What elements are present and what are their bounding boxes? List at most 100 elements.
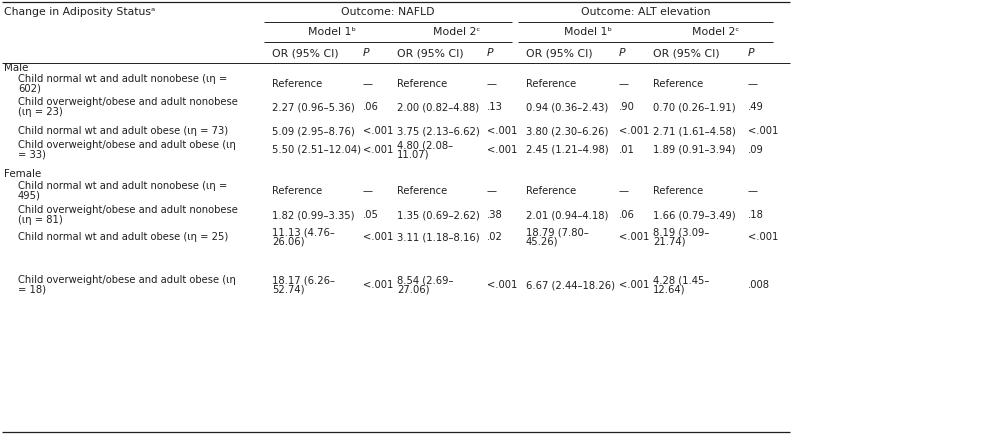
Text: P: P <box>748 48 754 58</box>
Text: 21.74): 21.74) <box>653 237 686 247</box>
Text: Change in Adiposity Statusᵃ: Change in Adiposity Statusᵃ <box>4 7 155 17</box>
Text: Reference: Reference <box>653 79 703 89</box>
Text: OR (95% CI): OR (95% CI) <box>272 48 339 58</box>
Text: Female: Female <box>4 169 41 179</box>
Text: —: — <box>748 79 758 89</box>
Text: .06: .06 <box>619 210 635 220</box>
Text: <.001: <.001 <box>363 232 394 242</box>
Text: —: — <box>363 79 373 89</box>
Text: Reference: Reference <box>653 186 703 196</box>
Text: Reference: Reference <box>272 79 322 89</box>
Text: .18: .18 <box>748 210 763 220</box>
Text: <.001: <.001 <box>619 280 649 290</box>
Text: —: — <box>619 186 629 196</box>
Text: Male: Male <box>4 63 29 73</box>
Text: 3.11 (1.18–8.16): 3.11 (1.18–8.16) <box>397 232 480 242</box>
Text: 45.26): 45.26) <box>526 237 559 247</box>
Text: Reference: Reference <box>397 186 447 196</box>
Text: <.001: <.001 <box>487 126 517 136</box>
Text: .90: .90 <box>619 102 635 112</box>
Text: = 18): = 18) <box>18 285 46 295</box>
Text: <.001: <.001 <box>363 126 394 136</box>
Text: = 33): = 33) <box>18 150 46 160</box>
Text: .008: .008 <box>748 280 770 290</box>
Text: 18.17 (6.26–: 18.17 (6.26– <box>272 275 335 285</box>
Text: —: — <box>487 79 497 89</box>
Text: Model 2ᶜ: Model 2ᶜ <box>692 27 740 37</box>
Text: Outcome: NAFLD: Outcome: NAFLD <box>341 7 434 17</box>
Text: 11.13 (4.76–: 11.13 (4.76– <box>272 227 335 237</box>
Text: —: — <box>487 186 497 196</box>
Text: Child overweight/obese and adult obese (ιη: Child overweight/obese and adult obese (… <box>18 275 236 285</box>
Text: 4.80 (2.08–: 4.80 (2.08– <box>397 140 453 150</box>
Text: 2.71 (1.61–4.58): 2.71 (1.61–4.58) <box>653 126 736 136</box>
Text: 0.94 (0.36–2.43): 0.94 (0.36–2.43) <box>526 102 608 112</box>
Text: 2.27 (0.96–5.36): 2.27 (0.96–5.36) <box>272 102 355 112</box>
Text: .38: .38 <box>487 210 503 220</box>
Text: 2.00 (0.82–4.88): 2.00 (0.82–4.88) <box>397 102 479 112</box>
Text: 3.75 (2.13–6.62): 3.75 (2.13–6.62) <box>397 126 480 136</box>
Text: 3.80 (2.30–6.26): 3.80 (2.30–6.26) <box>526 126 608 136</box>
Text: .05: .05 <box>363 210 379 220</box>
Text: 6.67 (2.44–18.26): 6.67 (2.44–18.26) <box>526 280 615 290</box>
Text: (ιη = 23): (ιη = 23) <box>18 107 63 117</box>
Text: OR (95% CI): OR (95% CI) <box>653 48 720 58</box>
Text: 1.89 (0.91–3.94): 1.89 (0.91–3.94) <box>653 145 736 155</box>
Text: Model 1ᵇ: Model 1ᵇ <box>564 27 611 37</box>
Text: Outcome: ALT elevation: Outcome: ALT elevation <box>580 7 711 17</box>
Text: Child overweight/obese and adult nonobese: Child overweight/obese and adult nonobes… <box>18 205 238 215</box>
Text: 12.64): 12.64) <box>653 285 686 295</box>
Text: Child normal wt and adult obese (ιη = 73): Child normal wt and adult obese (ιη = 73… <box>18 126 229 136</box>
Text: 2.01 (0.94–4.18): 2.01 (0.94–4.18) <box>526 210 608 220</box>
Text: 5.09 (2.95–8.76): 5.09 (2.95–8.76) <box>272 126 355 136</box>
Text: .01: .01 <box>619 145 635 155</box>
Text: 602): 602) <box>18 84 41 94</box>
Text: Child overweight/obese and adult nonobese: Child overweight/obese and adult nonobes… <box>18 97 238 107</box>
Text: 8.19 (3.09–: 8.19 (3.09– <box>653 227 710 237</box>
Text: 5.50 (2.51–12.04): 5.50 (2.51–12.04) <box>272 145 361 155</box>
Text: 26.06): 26.06) <box>272 237 304 247</box>
Text: .09: .09 <box>748 145 763 155</box>
Text: .06: .06 <box>363 102 379 112</box>
Text: Model 2ᶜ: Model 2ᶜ <box>433 27 481 37</box>
Text: Reference: Reference <box>526 79 577 89</box>
Text: .49: .49 <box>748 102 763 112</box>
Text: 18.79 (7.80–: 18.79 (7.80– <box>526 227 588 237</box>
Text: OR (95% CI): OR (95% CI) <box>397 48 463 58</box>
Text: <.001: <.001 <box>619 232 649 242</box>
Text: 1.35 (0.69–2.62): 1.35 (0.69–2.62) <box>397 210 480 220</box>
Text: <.001: <.001 <box>363 280 394 290</box>
Text: OR (95% CI): OR (95% CI) <box>526 48 592 58</box>
Text: 1.82 (0.99–3.35): 1.82 (0.99–3.35) <box>272 210 355 220</box>
Text: —: — <box>748 186 758 196</box>
Text: 2.45 (1.21–4.98): 2.45 (1.21–4.98) <box>526 145 608 155</box>
Text: <.001: <.001 <box>487 280 517 290</box>
Text: 1.66 (0.79–3.49): 1.66 (0.79–3.49) <box>653 210 736 220</box>
Text: P: P <box>619 48 625 58</box>
Text: <.001: <.001 <box>748 126 778 136</box>
Text: —: — <box>619 79 629 89</box>
Text: P: P <box>487 48 493 58</box>
Text: Reference: Reference <box>397 79 447 89</box>
Text: .13: .13 <box>487 102 503 112</box>
Text: <.001: <.001 <box>748 232 778 242</box>
Text: <.001: <.001 <box>363 145 394 155</box>
Text: 4.28 (1.45–: 4.28 (1.45– <box>653 275 710 285</box>
Text: Reference: Reference <box>526 186 577 196</box>
Text: 11.07): 11.07) <box>397 150 429 160</box>
Text: <.001: <.001 <box>487 145 517 155</box>
Text: Child normal wt and adult nonobese (ιη =: Child normal wt and adult nonobese (ιη = <box>18 74 228 84</box>
Text: 8.54 (2.69–: 8.54 (2.69– <box>397 275 453 285</box>
Text: Reference: Reference <box>272 186 322 196</box>
Text: .02: .02 <box>487 232 503 242</box>
Text: <.001: <.001 <box>619 126 649 136</box>
Text: P: P <box>363 48 370 58</box>
Text: Model 1ᵇ: Model 1ᵇ <box>308 27 357 37</box>
Text: (ιη = 81): (ιη = 81) <box>18 215 63 225</box>
Text: 52.74): 52.74) <box>272 285 304 295</box>
Text: 495): 495) <box>18 191 41 201</box>
Text: Child normal wt and adult nonobese (ιη =: Child normal wt and adult nonobese (ιη = <box>18 181 228 191</box>
Text: Child overweight/obese and adult obese (ιη: Child overweight/obese and adult obese (… <box>18 140 236 150</box>
Text: 27.06): 27.06) <box>397 285 429 295</box>
Text: Child normal wt and adult obese (ιη = 25): Child normal wt and adult obese (ιη = 25… <box>18 232 229 242</box>
